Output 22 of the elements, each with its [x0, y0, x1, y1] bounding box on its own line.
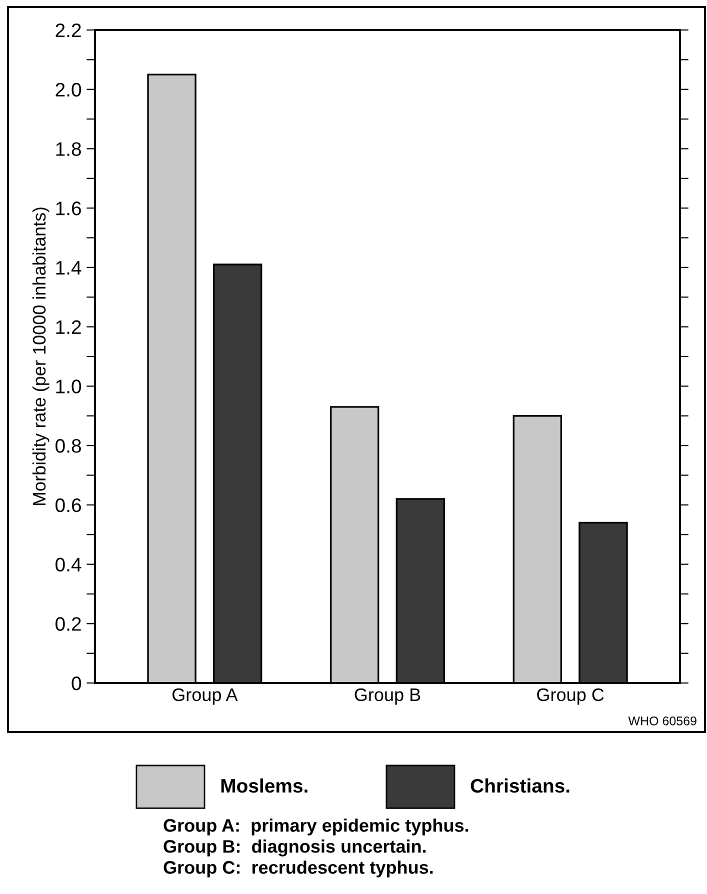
y-tick-label: 1.4 — [56, 261, 82, 274]
y-tick-label: 1.8 — [56, 142, 81, 156]
text: 2.0 — [56, 82, 82, 97]
y-axis-title: Morbidity rate (per 10000 inhabitants) — [32, 208, 50, 506]
y-tick-label: 1.6 — [56, 202, 81, 216]
y-tick-label: 0.4 — [56, 558, 82, 572]
legend-label: Christians. — [470, 778, 570, 793]
text: Group B: diagnosis uncertain. — [164, 840, 426, 856]
text: WHO 60569 — [628, 716, 696, 726]
x-tick-label: Group C — [537, 688, 604, 705]
y-tick-label: 0.8 — [56, 439, 81, 453]
y-tick-label: 0.6 — [56, 498, 81, 512]
legend-label: Moslems. — [221, 778, 308, 793]
y-tick-label: 1.2 — [56, 320, 81, 334]
text: Group C: recrudescent typhus. — [164, 860, 433, 878]
x-tick-label: Group B — [354, 688, 420, 705]
text: 1.0 — [56, 380, 82, 394]
y-tick-label: 0 — [72, 676, 82, 690]
y-tick-label: 2.2 — [56, 23, 81, 38]
y-tick-label: 0.2 — [56, 617, 81, 631]
text: Group A: primary epidemic typhus. — [164, 818, 468, 836]
x-tick-label: Group A — [172, 688, 238, 705]
